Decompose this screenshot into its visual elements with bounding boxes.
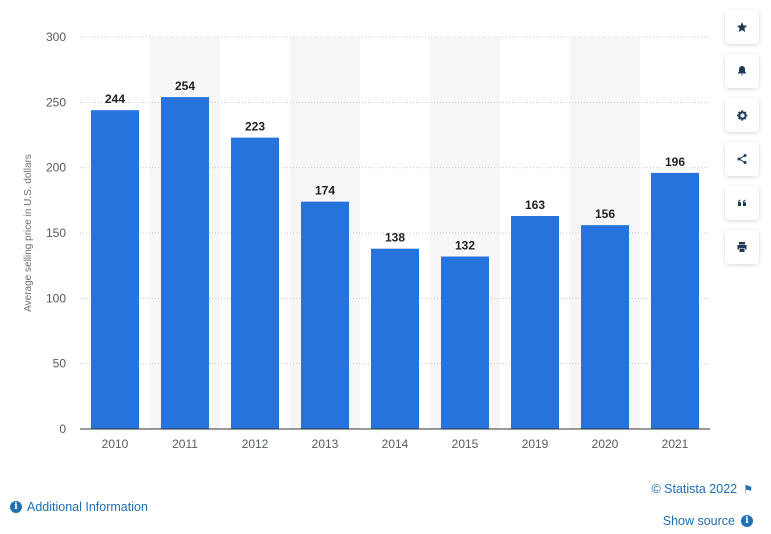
bar[interactable] <box>651 172 699 430</box>
x-tick-label: 2015 <box>452 437 479 451</box>
bar[interactable] <box>231 137 279 429</box>
show-source-label: Show source <box>662 514 735 528</box>
bar[interactable] <box>301 201 349 429</box>
y-axis-label: Average selling price in U.S. dollars <box>23 154 34 312</box>
y-tick-label: 250 <box>46 95 66 109</box>
x-tick-label: 2019 <box>522 437 549 451</box>
data-label: 156 <box>595 207 615 221</box>
bar[interactable] <box>371 248 419 429</box>
print-icon <box>736 241 748 253</box>
data-label: 244 <box>105 92 125 106</box>
favorite-button[interactable] <box>725 10 759 44</box>
side-toolbar <box>725 10 759 274</box>
copyright-label: © Statista 2022 <box>651 482 738 496</box>
bar[interactable] <box>161 97 209 430</box>
star-icon <box>736 21 748 33</box>
y-tick-label: 200 <box>46 161 66 175</box>
bar[interactable] <box>91 110 139 429</box>
print-button[interactable] <box>725 230 759 264</box>
x-tick-label: 2012 <box>242 437 269 451</box>
data-label: 254 <box>175 79 195 93</box>
settings-button[interactable] <box>725 98 759 132</box>
x-tick-label: 2014 <box>382 437 409 451</box>
x-tick-label: 2020 <box>592 437 619 451</box>
bar[interactable] <box>441 256 489 429</box>
share-button[interactable] <box>725 142 759 176</box>
y-tick-label: 150 <box>46 226 66 240</box>
data-label: 174 <box>315 184 335 198</box>
data-label: 138 <box>385 231 405 245</box>
bar[interactable] <box>581 225 629 429</box>
bar[interactable] <box>511 216 559 429</box>
cite-button[interactable] <box>725 186 759 220</box>
flag-icon: ⚑ <box>743 483 753 496</box>
x-axis-ticks: 2010 2011 2012 2013 2014 2015 2019 2020 2021 <box>102 437 689 451</box>
quote-icon <box>736 197 748 209</box>
y-axis-ticks: 0 50 100 150 200 250 300 <box>46 30 66 436</box>
copyright-row[interactable]: © Statista 2022 ⚑ <box>651 478 753 500</box>
info-icon: i <box>741 515 753 527</box>
notification-button[interactable] <box>725 54 759 88</box>
data-labels: 244 254 223 174 138 132 163 156 196 <box>105 79 685 252</box>
y-tick-label: 100 <box>46 291 66 305</box>
y-tick-label: 300 <box>46 30 66 44</box>
x-tick-label: 2013 <box>312 437 339 451</box>
data-label: 196 <box>665 155 685 169</box>
x-tick-label: 2021 <box>662 437 689 451</box>
gear-icon <box>736 109 749 122</box>
bars <box>91 97 699 430</box>
show-source-link[interactable]: Show source i <box>651 510 753 532</box>
y-tick-label: 0 <box>59 422 66 436</box>
x-tick-label: 2010 <box>102 437 129 451</box>
info-icon: i <box>10 501 22 513</box>
data-label: 132 <box>455 239 475 253</box>
y-tick-label: 50 <box>53 357 67 371</box>
data-label: 163 <box>525 198 545 212</box>
additional-information-link[interactable]: i Additional Information <box>10 500 148 514</box>
data-label: 223 <box>245 120 265 134</box>
footer-right: © Statista 2022 ⚑ Show source i <box>651 478 753 532</box>
share-icon <box>736 153 748 165</box>
x-tick-label: 2011 <box>172 437 198 451</box>
additional-information-label: Additional Information <box>27 500 148 514</box>
bell-icon <box>736 65 748 77</box>
